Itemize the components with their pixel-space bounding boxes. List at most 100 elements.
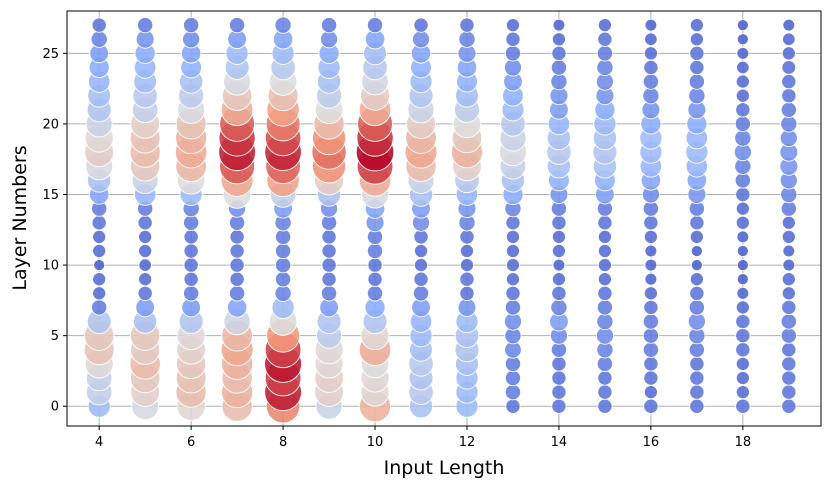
bubble-point (92, 272, 107, 287)
bubble-point (781, 60, 797, 75)
x-axis-label: Input Length (384, 457, 505, 479)
bubble-point (413, 17, 429, 33)
bubble-point (550, 59, 568, 76)
bubble-point (505, 258, 521, 273)
bubble-point (781, 342, 797, 358)
bubble-point (781, 215, 796, 230)
bubble-point (551, 45, 567, 61)
bubble-point (597, 370, 613, 386)
bubble-point (735, 88, 750, 103)
bubble-point (182, 214, 200, 231)
bubble-point (551, 215, 567, 231)
bubble-point (459, 258, 475, 273)
bubble-point (736, 33, 749, 46)
bubble-point (597, 31, 613, 47)
bubble-point (597, 229, 612, 244)
bubble-point (504, 369, 522, 387)
bubble-point (736, 230, 750, 244)
bubble-point (597, 258, 612, 273)
bubble-point (734, 129, 752, 147)
x-tick-label: 14 (551, 435, 568, 450)
bubble-point (781, 229, 796, 244)
bubble-point (320, 16, 338, 34)
bubble-point (688, 341, 706, 358)
bubble-point (781, 356, 797, 372)
bubble-point (597, 285, 613, 301)
bubble-point (228, 16, 246, 34)
bubble-point (92, 286, 107, 301)
bubble-point (689, 398, 705, 414)
bubble-point (459, 243, 475, 259)
bubble-point (321, 229, 337, 245)
bubble-point (643, 299, 659, 316)
bubble-point (91, 215, 107, 231)
y-tick-label: 25 (42, 47, 59, 62)
y-axis-ticks: 0 5 10 15 20 25 (42, 47, 67, 415)
bubble-point (597, 18, 612, 33)
bubble-point (643, 385, 658, 400)
bubble-point (551, 229, 566, 244)
bubble-point (274, 16, 292, 34)
bubble-point (642, 327, 660, 344)
bubble-point (689, 285, 705, 301)
bubble-point (274, 284, 292, 302)
x-axis-ticks: 4 6 8 10 12 14 16 18 (95, 426, 751, 450)
bubble-point (597, 215, 613, 231)
bubble-point (92, 229, 107, 244)
bubble-point (643, 398, 659, 414)
bubble-point (459, 229, 475, 245)
bubble-point (689, 18, 704, 33)
bubble-point (642, 313, 660, 330)
bubble-point (735, 186, 751, 203)
bubble-point (321, 243, 337, 259)
y-axis-label: Layer Numbers (9, 145, 31, 290)
bubble-point (735, 313, 751, 330)
bubble-point (781, 398, 797, 414)
bubble-point (735, 215, 750, 230)
bubble-point (552, 18, 566, 32)
bubble-point (690, 259, 703, 272)
bubble-point (736, 46, 750, 60)
bubble-point (735, 74, 750, 89)
bubble-point (597, 398, 613, 414)
bubble-point (734, 172, 751, 189)
bubble-point (643, 59, 659, 76)
bubble-point (596, 299, 614, 316)
bubble-point (413, 243, 429, 259)
bubble-point (183, 243, 199, 259)
bubble-point (689, 384, 705, 400)
bubble-point (137, 215, 153, 231)
bubble-point (597, 243, 612, 259)
bubble-point (551, 370, 567, 386)
bubble-point (505, 285, 521, 301)
bubble-point (735, 398, 751, 414)
bubble-point (274, 242, 292, 260)
bubble-point (138, 258, 152, 272)
y-tick-label: 15 (42, 188, 59, 203)
bubble-point (550, 298, 568, 317)
bubble-point (274, 256, 292, 274)
bubble-point (736, 286, 750, 300)
bubble-point (688, 87, 706, 105)
bubble-point (182, 285, 200, 302)
bubble-point (781, 299, 797, 316)
bubble-point (781, 272, 796, 287)
bubble-point (734, 115, 751, 133)
bubble-point (644, 32, 658, 46)
bubble-point (735, 385, 750, 400)
bubble-point (366, 285, 384, 302)
bubble-point (91, 17, 107, 33)
bubble-point (781, 73, 797, 90)
bubble-point (551, 243, 566, 259)
bubble-point (643, 370, 659, 386)
bubble-point (736, 60, 750, 75)
bubble-point (642, 73, 660, 90)
bubble-point (551, 384, 567, 400)
plot-frame (66, 10, 822, 427)
bubble-point (689, 215, 705, 231)
bubble-point (735, 201, 750, 216)
bubble-point (780, 313, 797, 330)
bubble-point (781, 384, 797, 400)
bubble-point (551, 285, 567, 301)
bubble-point (780, 200, 797, 217)
